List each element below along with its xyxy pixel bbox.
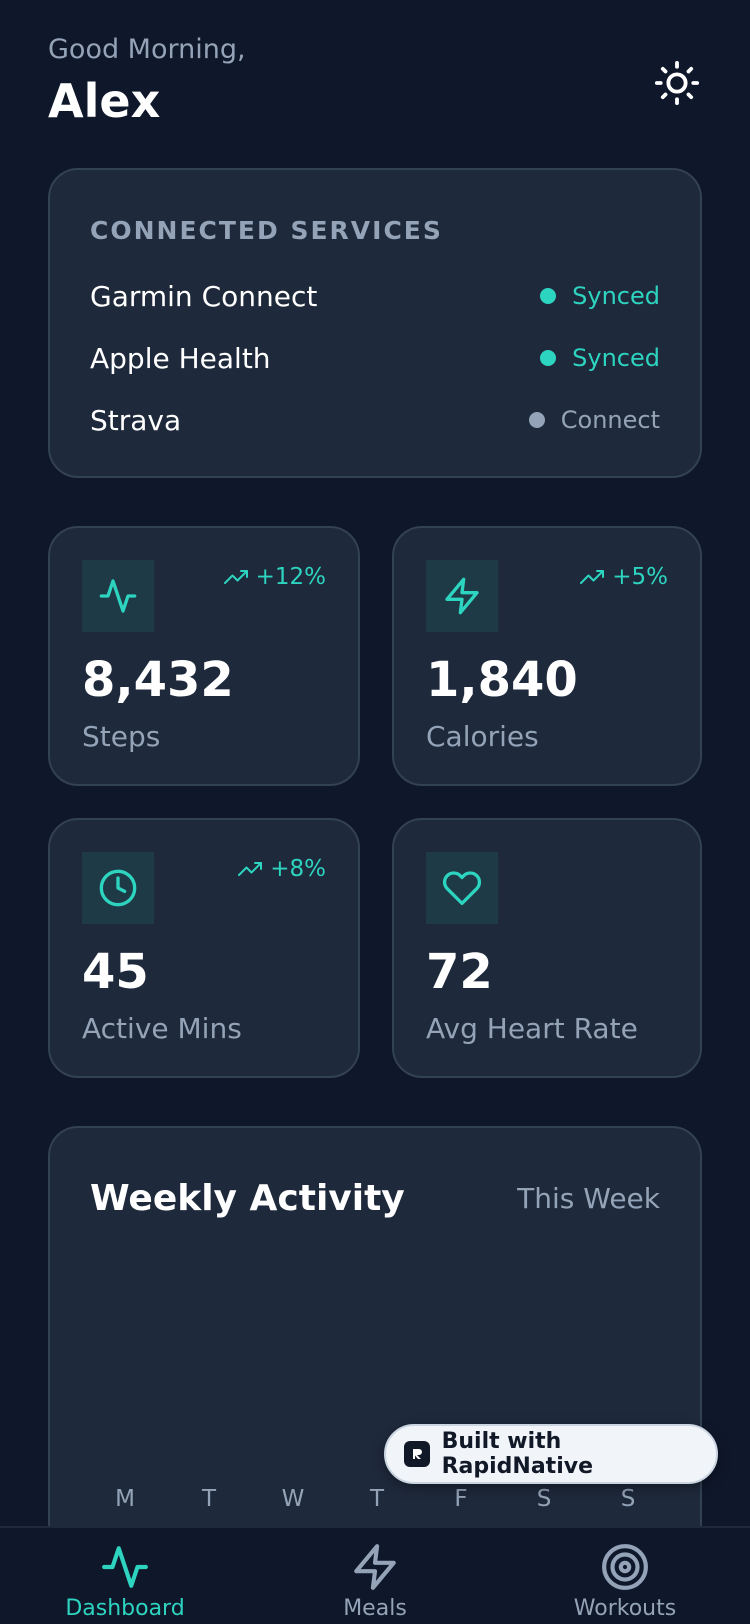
trend-value: +5% xyxy=(612,564,668,590)
stat-label: Avg Heart Rate xyxy=(426,1012,638,1045)
trend-value: +12% xyxy=(255,564,326,590)
built-with-badge[interactable]: Built with RapidNative xyxy=(384,1424,718,1484)
trending-up-icon xyxy=(580,570,605,584)
stat-value: 45 xyxy=(82,944,149,1000)
stat-icon-box xyxy=(82,852,154,924)
tab-label: Dashboard xyxy=(65,1596,185,1621)
connected-services-card: CONNECTED SERVICES Garmin Connect Synced… xyxy=(48,168,702,478)
sun-icon xyxy=(654,60,700,106)
trend-indicator: +5% xyxy=(580,564,668,590)
day-label: M xyxy=(115,1486,135,1512)
services-title: CONNECTED SERVICES xyxy=(90,216,443,245)
service-row-garmin[interactable]: Garmin Connect Synced xyxy=(90,276,660,316)
activity-icon xyxy=(102,1546,148,1588)
service-name: Garmin Connect xyxy=(90,279,318,313)
activity-icon xyxy=(99,579,137,613)
stat-icon-box xyxy=(426,560,498,632)
status-text: Synced xyxy=(572,282,660,310)
status-text: Synced xyxy=(572,344,660,372)
service-row-apple-health[interactable]: Apple Health Synced xyxy=(90,338,660,378)
stat-value: 8,432 xyxy=(82,652,234,708)
trending-up-icon xyxy=(223,570,248,584)
tab-dashboard[interactable]: Dashboard xyxy=(45,1542,205,1621)
zap-icon xyxy=(354,1544,396,1590)
connect-button[interactable]: Connect xyxy=(528,406,660,434)
weekly-activity-title: Weekly Activity xyxy=(90,1178,405,1219)
trend-indicator: +8% xyxy=(238,856,326,882)
target-icon xyxy=(602,1544,648,1590)
stat-card-calories[interactable]: +5% 1,840 Calories xyxy=(392,526,702,786)
theme-toggle-button[interactable] xyxy=(652,58,702,108)
stat-card-steps[interactable]: +12% 8,432 Steps xyxy=(48,526,360,786)
trending-up-icon xyxy=(238,862,263,876)
stat-icon-box xyxy=(82,560,154,632)
rapidnative-logo-icon xyxy=(404,1441,430,1467)
status-dot xyxy=(528,412,545,428)
day-label: T xyxy=(201,1486,217,1512)
status-dot xyxy=(540,288,557,304)
badge-text: Built with RapidNative xyxy=(441,1429,593,1479)
heart-icon xyxy=(442,871,482,906)
day-label: W xyxy=(281,1486,305,1512)
stat-card-active-mins[interactable]: +8% 45 Active Mins xyxy=(48,818,360,1078)
tab-workouts[interactable]: Workouts xyxy=(545,1542,705,1621)
stat-value: 72 xyxy=(426,944,493,1000)
user-name: Alex xyxy=(48,74,161,128)
status-dot xyxy=(540,350,557,366)
stat-label: Steps xyxy=(82,720,161,753)
trend-indicator: +12% xyxy=(223,564,326,590)
clock-icon xyxy=(99,869,137,907)
greeting-text: Good Morning, xyxy=(48,34,246,65)
tab-meals[interactable]: Meals xyxy=(295,1542,455,1621)
service-name: Strava xyxy=(90,403,182,437)
service-row-strava[interactable]: Strava Connect xyxy=(90,400,660,440)
service-status: Synced xyxy=(540,344,660,372)
zap-icon xyxy=(445,577,479,615)
stat-value: 1,840 xyxy=(426,652,578,708)
service-status: Synced xyxy=(540,282,660,310)
bottom-tab-bar: Dashboard Meals Workouts xyxy=(0,1526,750,1624)
day-label: S xyxy=(536,1486,552,1512)
day-label: F xyxy=(454,1486,468,1512)
trend-value: +8% xyxy=(270,856,326,882)
week-range-selector[interactable]: This Week xyxy=(517,1182,660,1215)
day-label: S xyxy=(620,1486,636,1512)
stat-icon-box xyxy=(426,852,498,924)
service-name: Apple Health xyxy=(90,341,271,375)
tab-label: Meals xyxy=(343,1596,407,1621)
stat-label: Calories xyxy=(426,720,539,753)
stat-card-heart-rate[interactable]: 72 Avg Heart Rate xyxy=(392,818,702,1078)
tab-label: Workouts xyxy=(573,1596,677,1621)
stat-label: Active Mins xyxy=(82,1012,242,1045)
status-text: Connect xyxy=(560,406,660,434)
day-label: T xyxy=(369,1486,385,1512)
